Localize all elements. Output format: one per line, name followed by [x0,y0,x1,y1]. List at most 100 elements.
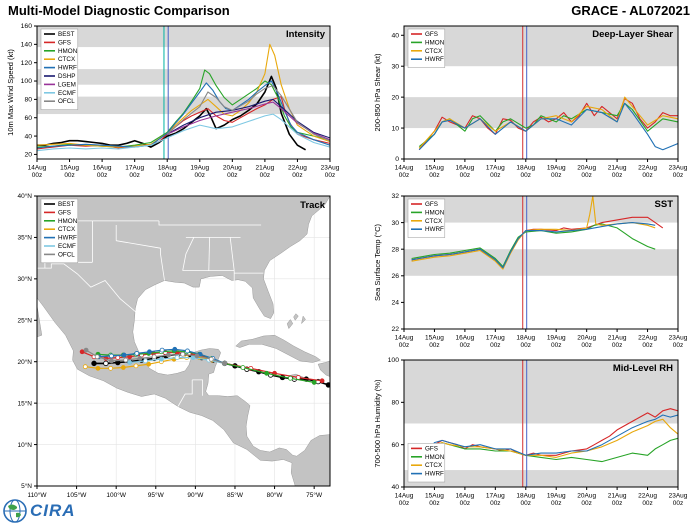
track-marker [180,351,186,357]
track-marker [94,354,100,360]
chart-text: 21Aug [608,165,627,172]
chart-text: HMON [425,454,445,461]
political-border [192,379,203,396]
cira-logo: CIRA [2,498,76,524]
track-marker [172,346,178,352]
chart-text: GFS [425,201,438,208]
chart-text: 00z [673,500,683,507]
chart-text: 20Aug [577,493,596,500]
chart-text: 15Aug [425,165,444,172]
track-marker [79,349,85,355]
chart-text: 16Aug [93,165,112,172]
chart-text: 00z [227,172,237,179]
chart-text: 40°N [17,192,32,200]
chart-text: 00z [399,342,409,349]
landmass [301,315,306,325]
track-marker [95,365,101,371]
political-border [37,263,138,314]
chart-text: HMON [58,48,78,55]
chart-text: 17Aug [125,165,144,172]
chart-text: 40 [391,484,399,491]
chart-text: 20 [24,152,32,159]
sst-series-CTCX [411,196,656,270]
plot-frame [36,25,331,160]
chart-text: CTCX [425,48,443,55]
chart-text: 20Aug [223,165,242,172]
chart-text: 10°N [17,441,32,449]
chart-text: BEST [58,201,75,208]
track-marker [325,382,330,388]
chart-text: 00z [429,500,439,507]
track-marker [103,360,109,367]
track-marker [109,353,114,359]
chart-text: 18Aug [516,335,535,342]
cira-globe-icon [3,499,27,523]
chart-text: HWRF [425,56,444,63]
chart-text: CTCX [425,218,443,225]
track-marker [159,347,165,353]
chart-text: 18Aug [158,165,177,172]
chart-text: 00z [612,342,622,349]
chart-text: 90°W [187,491,204,499]
chart-text: 32 [391,193,399,200]
track-marker [311,380,317,385]
chart-text: OFCL [58,251,75,258]
chart-text: Track [300,200,326,211]
chart-text: 23Aug [321,165,340,172]
chart-text: OFCL [58,98,75,105]
chart-text: 105°W [67,491,87,499]
chart-text: 00z [642,172,652,179]
chart-text: 20Aug [577,335,596,342]
chart-text: 100 [21,78,33,85]
chart-text: 10 [391,125,399,132]
track-marker [146,361,152,367]
chart-text: LGEM [58,81,76,88]
chart-text: 00z [460,500,470,507]
chart-text: 00z [325,172,335,179]
chart-text: 00z [673,172,683,179]
track-marker [134,351,140,356]
political-border [177,379,193,407]
chart-text: 80 [24,97,32,104]
chart-text: 700-500 hPa Humidity (%) [373,379,382,467]
chart-text: 0 [395,156,399,163]
chart-text: 19Aug [547,335,566,342]
track-marker [127,360,133,365]
chart-text: HWRF [425,471,444,478]
cira-logo-text: CIRA [30,501,76,520]
chart-text: 00z [673,342,683,349]
chart-text: 140 [21,42,33,49]
chart-text: CTCX [425,462,443,469]
chart-text: 21Aug [608,493,627,500]
track-marker [123,357,129,363]
chart-text: 22Aug [638,165,657,172]
track-marker [151,354,157,360]
rh-panel: 40608010014Aug00z15Aug00z16Aug00z17Aug00… [373,357,688,507]
track-marker [91,360,97,367]
chart-text: 40 [24,133,32,140]
chart-text: 19Aug [547,165,566,172]
chart-text: HMON [425,39,445,46]
track-marker [158,356,164,362]
track-marker [222,360,228,366]
intensity-series-ECMF [37,113,330,152]
intensity-series-BEST [37,75,306,151]
chart-text: 20Aug [577,165,596,172]
chart-text: 00z [490,500,500,507]
chart-text: 14Aug [28,165,47,172]
chart-text: 19Aug [190,165,209,172]
chart-text: 100 [388,357,400,364]
chart-text: 00z [64,172,74,179]
chart-text: 24 [391,300,399,307]
track-marker [121,352,127,358]
chart-text: 25°N [17,316,32,324]
chart-text: 00z [32,172,42,179]
chart-text: 00z [612,500,622,507]
chart-text: GFS [425,31,438,38]
track-marker [288,375,293,381]
chart-text: 00z [490,342,500,349]
chart-text: 00z [551,172,561,179]
